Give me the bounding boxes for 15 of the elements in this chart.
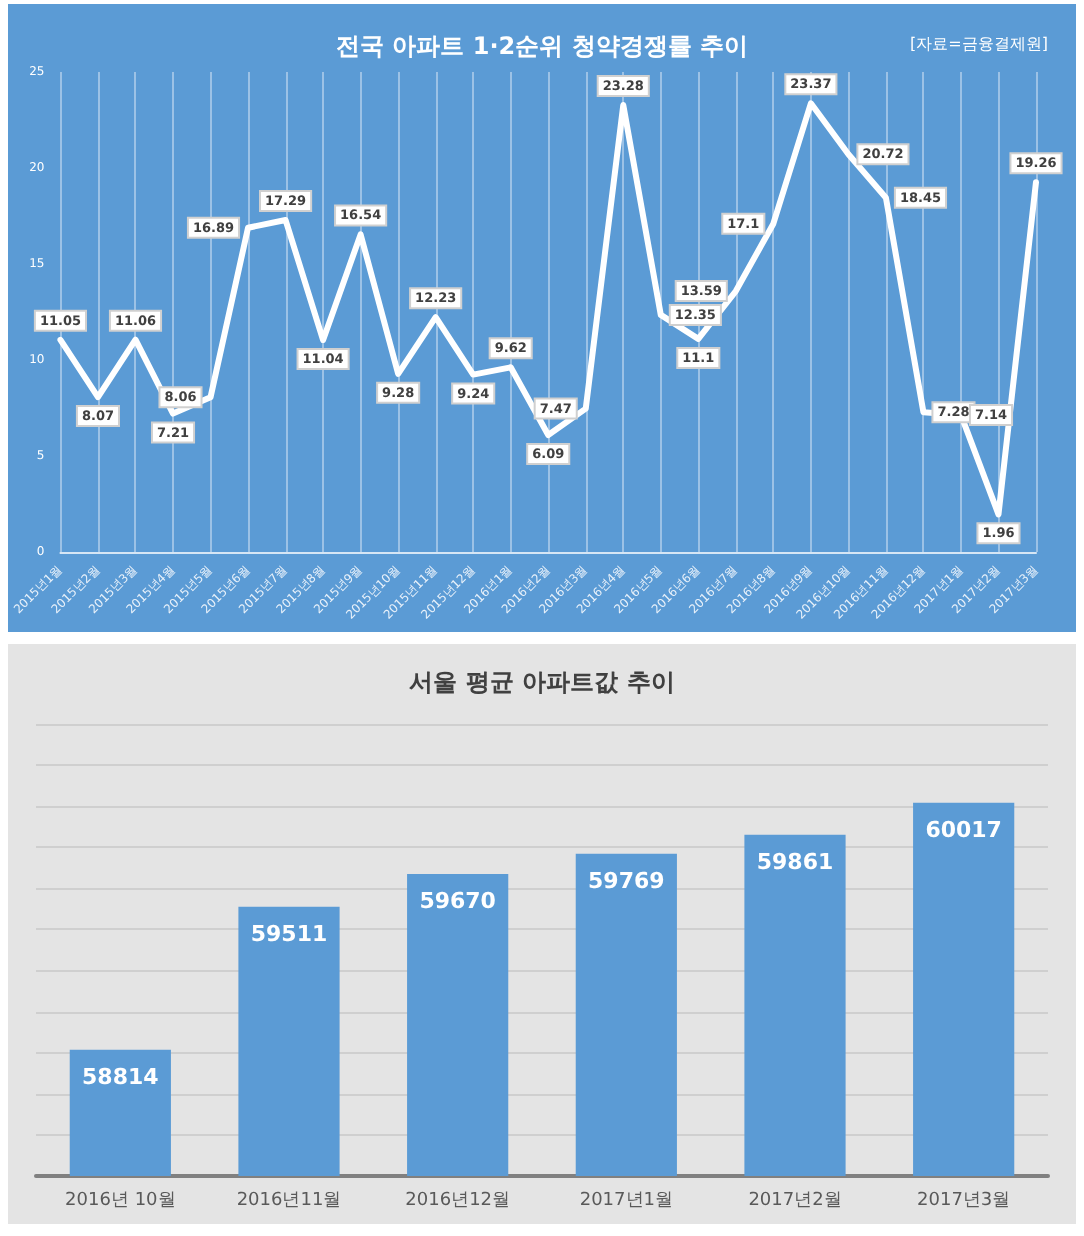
data-label: 60017: [925, 816, 1002, 843]
x-tick-label: 2017년1월: [579, 1191, 673, 1211]
x-tick-label: 2016년11월: [236, 1191, 342, 1211]
x-tick-label: 2016년12월: [405, 1191, 511, 1211]
chart-title: 서울 평균 아파트값 추이: [409, 668, 675, 696]
data-label: 59670: [419, 887, 497, 914]
data-label: 59511: [250, 920, 328, 947]
data-label: 59861: [756, 848, 834, 875]
data-label: 58814: [82, 1063, 160, 1090]
chart-title: 전국 아파트 1·2순위 청약경쟁률 추이: [336, 32, 748, 60]
x-tick-label: 2016년 10월: [65, 1191, 176, 1211]
text: [자료=금융결제원]: [910, 35, 1049, 53]
data-label: 59769: [588, 867, 665, 894]
x-tick-label: 2017년2월: [748, 1191, 842, 1211]
x-tick-label: 2017년3월: [917, 1191, 1011, 1211]
